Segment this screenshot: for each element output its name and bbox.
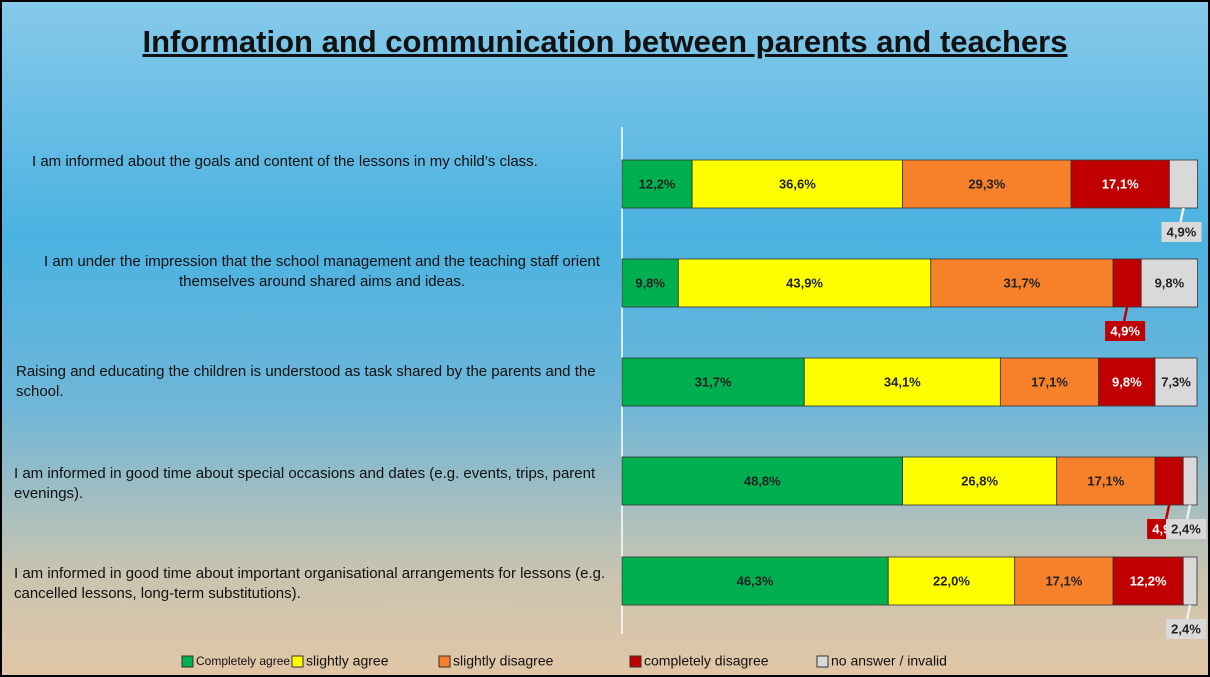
bar-segment <box>1140 258 1198 308</box>
legend-swatch <box>438 655 451 668</box>
category-label: I am informed in good time about special… <box>14 465 596 502</box>
legend-label: no answer / invalid <box>831 653 947 669</box>
value-label: 22,0% <box>933 573 970 588</box>
value-label: 17,1% <box>1031 374 1068 389</box>
leader-line <box>1122 306 1129 322</box>
bar-segment <box>1182 556 1198 606</box>
value-label: 29,3% <box>968 176 1005 191</box>
bar-segment <box>621 556 889 606</box>
value-label-box <box>1105 321 1146 341</box>
bar-segment <box>999 357 1100 407</box>
value-label: 2,4% <box>1171 621 1201 636</box>
value-label: 4,9% <box>1110 323 1140 338</box>
leader-line <box>1185 504 1192 520</box>
value-label: 48,8% <box>744 473 781 488</box>
bar-segment <box>677 258 932 308</box>
category-label: I am under the impression that the schoo… <box>44 253 600 290</box>
value-label: 9,8% <box>1155 275 1185 290</box>
value-label: 31,7% <box>1003 275 1040 290</box>
value-label-box <box>1166 619 1206 639</box>
value-label: 4,9% <box>1167 224 1197 239</box>
value-label: 2,4% <box>1171 521 1201 536</box>
bar-segment <box>621 357 805 407</box>
bar-segment <box>621 456 904 506</box>
bar-segment <box>1056 456 1156 506</box>
bar-segment <box>1014 556 1114 606</box>
legend-label: Completely agree <box>196 654 290 668</box>
leader-line <box>1164 504 1171 520</box>
bar-segment <box>621 258 679 308</box>
legend-swatch <box>629 655 642 668</box>
value-label: 12,2% <box>639 176 676 191</box>
bar-segment <box>621 159 693 209</box>
value-label: 36,6% <box>779 176 816 191</box>
value-label: 17,1% <box>1045 573 1082 588</box>
category-label: I am informed in good time about importa… <box>14 565 606 602</box>
bar-segment <box>1112 556 1184 606</box>
leader-line <box>1179 207 1185 223</box>
category-label: I am informed about the goals and conten… <box>32 153 538 170</box>
bar-segment <box>1154 456 1184 506</box>
legend-label: slightly disagree <box>453 653 554 669</box>
value-label-box <box>1161 222 1202 242</box>
value-label: 31,7% <box>695 374 732 389</box>
value-label: 46,3% <box>737 573 774 588</box>
bar-segment <box>930 258 1114 308</box>
chart-title: Information and communication between pa… <box>142 24 1068 59</box>
bar-segment <box>1154 357 1198 407</box>
leader-line <box>1185 604 1192 620</box>
value-label: 7,3% <box>1161 374 1191 389</box>
value-label-box <box>1166 519 1206 539</box>
bar-segment <box>902 456 1058 506</box>
value-label: 9,8% <box>1112 374 1142 389</box>
legend-swatch <box>291 655 304 668</box>
bar-segment <box>803 357 1001 407</box>
value-label: 34,1% <box>884 374 921 389</box>
bar-segment <box>1182 456 1198 506</box>
legend-label: completely disagree <box>644 653 769 669</box>
value-label: 17,1% <box>1102 176 1139 191</box>
bar-segment <box>1070 159 1170 209</box>
legend-swatch <box>816 655 829 668</box>
bar-segment <box>1112 258 1142 308</box>
category-label: Raising and educating the children is un… <box>16 363 596 400</box>
value-label: 26,8% <box>961 473 998 488</box>
legend-swatch <box>181 655 194 668</box>
bar-segment <box>1098 357 1156 407</box>
bar-segment <box>1169 159 1198 209</box>
value-label: 17,1% <box>1087 473 1124 488</box>
value-label: 43,9% <box>786 275 823 290</box>
value-label: 9,8% <box>635 275 665 290</box>
legend-label: slightly agree <box>306 653 389 669</box>
bar-segment <box>691 159 904 209</box>
value-label: 12,2% <box>1130 573 1167 588</box>
bar-segment <box>902 159 1072 209</box>
